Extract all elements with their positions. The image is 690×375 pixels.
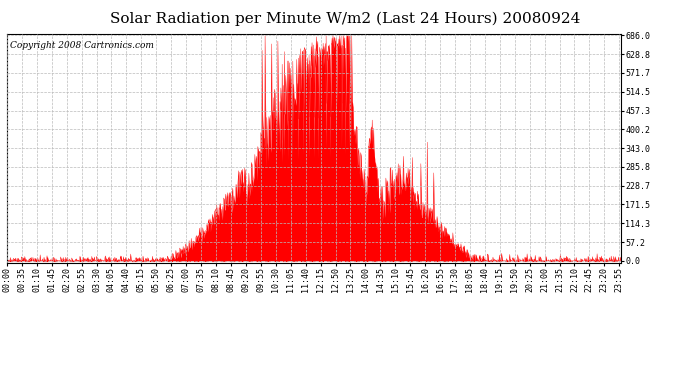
Text: Solar Radiation per Minute W/m2 (Last 24 Hours) 20080924: Solar Radiation per Minute W/m2 (Last 24… xyxy=(110,11,580,26)
Text: Copyright 2008 Cartronics.com: Copyright 2008 Cartronics.com xyxy=(10,40,154,50)
